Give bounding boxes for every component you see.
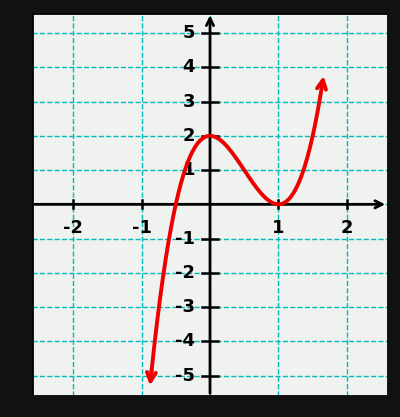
Text: 1: 1 (272, 219, 285, 237)
Text: 4: 4 (182, 58, 195, 76)
Text: 2: 2 (182, 127, 195, 145)
Text: 1: 1 (182, 161, 195, 179)
Text: -3: -3 (175, 298, 195, 316)
Text: -1: -1 (132, 219, 152, 237)
Text: -2: -2 (63, 219, 83, 237)
Text: -5: -5 (175, 367, 195, 384)
Text: 2: 2 (341, 219, 353, 237)
Text: -2: -2 (175, 264, 195, 282)
Text: 3: 3 (182, 93, 195, 111)
Text: -4: -4 (175, 332, 195, 350)
Text: -1: -1 (175, 230, 195, 248)
Text: 5: 5 (182, 24, 195, 42)
